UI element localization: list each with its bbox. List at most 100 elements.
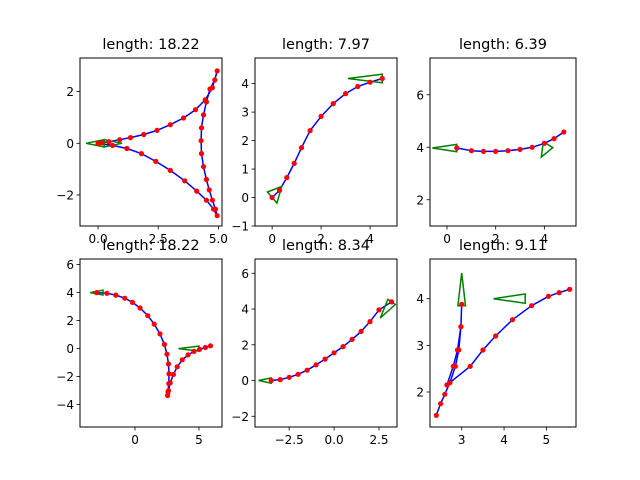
waypoint-marker bbox=[468, 148, 474, 154]
waypoint-marker bbox=[307, 128, 313, 134]
waypoint-marker bbox=[207, 86, 213, 92]
y-tick-label: 4 bbox=[416, 141, 424, 155]
waypoint-marker bbox=[268, 377, 274, 384]
waypoint-marker bbox=[517, 146, 523, 152]
y-tick-label: 3 bbox=[416, 339, 424, 353]
path-line bbox=[97, 70, 218, 217]
waypoint-marker bbox=[212, 77, 218, 83]
waypoint-marker bbox=[179, 357, 185, 363]
waypoint-marker bbox=[141, 131, 147, 138]
waypoint-marker bbox=[153, 158, 159, 164]
y-tick-label: 0 bbox=[241, 374, 249, 388]
waypoint-marker bbox=[340, 344, 346, 350]
subplot-title: length: 18.22 bbox=[102, 37, 199, 53]
waypoint-marker bbox=[198, 138, 204, 144]
x-tick-label: 2.5 bbox=[369, 433, 388, 447]
waypoint-marker bbox=[151, 321, 157, 327]
waypoint-marker bbox=[509, 317, 516, 323]
waypoint-marker bbox=[124, 145, 130, 152]
waypoint-marker bbox=[286, 374, 292, 380]
x-tick-label: 4 bbox=[366, 232, 374, 246]
waypoint-marker bbox=[203, 176, 209, 183]
x-tick-label: 2 bbox=[492, 232, 500, 246]
axes-frame bbox=[254, 258, 398, 428]
subplot-2: 0 2 4 −1 0 1 2 3 4 length: 7.97 bbox=[231, 37, 398, 246]
waypoint-marker bbox=[322, 356, 328, 362]
waypoint-marker bbox=[454, 145, 460, 151]
waypoint-marker bbox=[529, 303, 535, 309]
waypoint-marker bbox=[203, 197, 209, 203]
waypoint-marker bbox=[304, 367, 310, 373]
waypoint-marker bbox=[567, 286, 573, 292]
waypoint-marker bbox=[444, 382, 450, 388]
waypoint-marker bbox=[109, 142, 116, 148]
axes-frame bbox=[254, 57, 398, 227]
x-tick-label: −2.5 bbox=[275, 433, 304, 447]
x-tick-label: 5 bbox=[543, 433, 551, 447]
plot-area bbox=[266, 73, 385, 205]
waypoint-marker bbox=[127, 135, 134, 141]
waypoint-marker bbox=[194, 188, 200, 194]
waypoint-marker bbox=[214, 68, 220, 74]
y-tick-label: 2 bbox=[66, 85, 74, 99]
path-line bbox=[435, 288, 570, 416]
x-tick-label: 2 bbox=[317, 232, 325, 246]
waypoint-marker bbox=[209, 197, 215, 203]
waypoint-marker bbox=[138, 151, 144, 157]
waypoint-marker bbox=[480, 148, 487, 154]
plot-area bbox=[433, 272, 573, 418]
plot-area bbox=[90, 289, 214, 399]
waypoint-marker bbox=[185, 352, 191, 358]
waypoint-marker bbox=[556, 290, 562, 296]
path-line bbox=[271, 77, 383, 199]
waypoint-marker bbox=[442, 391, 448, 397]
waypoint-marker bbox=[192, 107, 199, 113]
waypoint-marker bbox=[165, 388, 172, 394]
waypoint-marker bbox=[113, 292, 119, 298]
waypoint-marker bbox=[106, 139, 112, 145]
waypoint-marker bbox=[214, 213, 220, 219]
y-tick-label: 6 bbox=[416, 88, 424, 102]
waypoint-marker bbox=[343, 91, 349, 97]
subplot-1: 0.0 2.5 5.0 −2 0 2 length: 18.22 bbox=[56, 37, 228, 246]
y-tick-label: 4 bbox=[416, 292, 424, 306]
waypoint-marker bbox=[164, 351, 170, 357]
axes-frame bbox=[429, 57, 577, 227]
y-tick-label: 4 bbox=[241, 303, 249, 317]
waypoint-marker bbox=[167, 167, 173, 173]
path-line bbox=[271, 301, 393, 382]
x-tick-label: 5.0 bbox=[209, 232, 228, 246]
waypoint-marker bbox=[330, 101, 336, 107]
y-tick-label: 2 bbox=[416, 386, 424, 400]
waypoint-marker bbox=[355, 83, 361, 90]
y-tick-label: 2 bbox=[241, 134, 249, 148]
x-tick-label: 4 bbox=[541, 232, 549, 246]
waypoint-marker bbox=[202, 344, 208, 351]
waypoint-marker bbox=[129, 299, 136, 305]
x-tick-label: 2.5 bbox=[149, 232, 168, 246]
waypoint-marker bbox=[458, 324, 464, 330]
waypoint-marker bbox=[167, 380, 173, 386]
waypoint-marker bbox=[493, 333, 499, 339]
y-tick-label: 0 bbox=[241, 191, 249, 205]
heading-arrow bbox=[493, 293, 526, 305]
waypoint-marker bbox=[198, 125, 205, 131]
waypoint-marker bbox=[561, 129, 567, 135]
waypoint-marker bbox=[379, 75, 385, 82]
y-tick-label: 1 bbox=[241, 163, 249, 177]
waypoint-marker bbox=[467, 363, 473, 369]
heading-arrow bbox=[347, 73, 384, 84]
x-tick-label: 5 bbox=[195, 433, 203, 447]
waypoint-marker bbox=[376, 307, 382, 313]
y-tick-label: 6 bbox=[241, 267, 249, 281]
x-tick-label: 0 bbox=[268, 232, 276, 246]
waypoint-marker bbox=[438, 401, 444, 407]
waypoint-marker bbox=[545, 293, 552, 299]
waypoint-marker bbox=[206, 187, 212, 193]
waypoint-marker bbox=[389, 299, 395, 305]
waypoint-marker bbox=[203, 99, 209, 105]
waypoint-marker bbox=[313, 362, 319, 368]
waypoint-marker bbox=[95, 140, 101, 146]
y-tick-label: −2 bbox=[231, 410, 249, 424]
